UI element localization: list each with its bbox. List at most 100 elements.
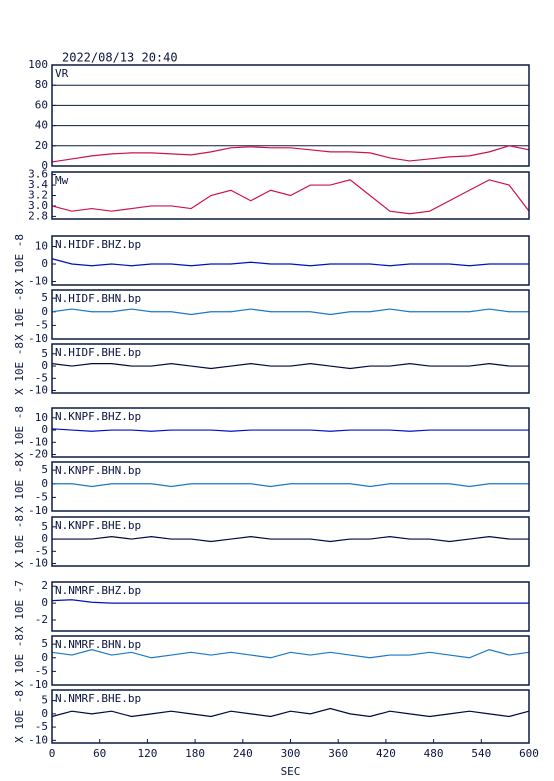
y-tick-label: 0 <box>41 651 48 664</box>
y-tick-label: 0 <box>41 159 48 172</box>
y-tick-label: 3.4 <box>28 178 48 191</box>
y-tick-label: 20 <box>35 139 48 152</box>
y-tick-label: 0 <box>41 477 48 490</box>
y-axis-label: X 10E -8 <box>13 234 26 287</box>
y-tick-label: -10 <box>28 332 48 345</box>
panel-label: N.NMRF.BHE.bp <box>55 692 141 705</box>
y-tick-label: 40 <box>35 119 48 132</box>
y-tick-label: 60 <box>35 98 48 111</box>
y-tick-label: 5 <box>41 694 48 707</box>
y-tick-label: 3.0 <box>28 199 48 212</box>
y-tick-label: 3.6 <box>28 168 48 181</box>
panel-label: N.NMRF.BHN.bp <box>55 638 141 651</box>
waveform-line <box>51 428 529 432</box>
waveform-line <box>51 179 530 215</box>
x-tick-label: 60 <box>93 747 106 760</box>
x-tick-label: 360 <box>328 747 348 760</box>
x-tick-label: 480 <box>424 747 444 760</box>
y-axis-label: X 10E -8 <box>13 690 26 743</box>
y-tick-label: -2 <box>35 613 48 626</box>
waveform-line <box>51 308 529 316</box>
chart-title: 2022/08/13 20:40 <box>62 51 178 65</box>
y-axis-label: X 10E -8 <box>13 288 26 341</box>
panel-frame <box>51 581 530 632</box>
y-axis-label: X 10E -8 <box>13 634 26 687</box>
y-tick-label: -10 <box>28 678 48 691</box>
x-axis-label: SEC <box>281 765 301 778</box>
panel-frame <box>51 635 530 686</box>
y-tick-label: 2.8 <box>28 209 48 222</box>
waveform-line <box>51 362 529 370</box>
panel-label: VR <box>55 67 69 80</box>
y-tick-label: -20 <box>28 448 48 461</box>
y-tick-label: -5 <box>35 490 48 503</box>
y-tick-label: -5 <box>35 544 48 557</box>
y-tick-label: 3.2 <box>28 189 48 202</box>
y-tick-label: 0 <box>41 532 48 545</box>
y-tick-label: -10 <box>28 504 48 517</box>
waveform-line <box>51 599 529 604</box>
x-tick-label: 120 <box>137 747 157 760</box>
y-tick-label: 0 <box>41 359 48 372</box>
panel-label: N.HIDF.BHN.bp <box>55 292 141 305</box>
x-tick-label: 540 <box>471 747 491 760</box>
y-tick-label: 2 <box>41 579 48 592</box>
y-axis-label: X 10E -7 <box>13 580 26 633</box>
y-tick-label: 0 <box>41 305 48 318</box>
panel-frame <box>51 461 530 512</box>
panel-frame <box>51 289 530 340</box>
y-tick-label: 100 <box>28 58 48 71</box>
y-tick-label: 5 <box>41 520 48 533</box>
waveform-line <box>51 707 530 718</box>
panel-label: N.KNPF.BHE.bp <box>55 519 141 532</box>
panel-label: N.KNPF.BHN.bp <box>55 464 141 477</box>
y-axis-label: X 10E -8 <box>13 460 26 513</box>
x-tick-label: 240 <box>233 747 253 760</box>
panel-frame <box>51 516 530 567</box>
y-tick-label: -5 <box>35 664 48 677</box>
waveform-line <box>51 145 530 163</box>
y-tick-label: -5 <box>35 318 48 331</box>
y-tick-label: 10 <box>35 240 48 253</box>
waveform-line <box>52 535 529 543</box>
waveform-line <box>51 648 530 659</box>
y-tick-label: 0 <box>41 257 48 270</box>
y-tick-label: -10 <box>28 275 48 288</box>
y-tick-label: 5 <box>41 463 48 476</box>
y-tick-label: -10 <box>28 384 48 397</box>
y-tick-label: -10 <box>28 435 48 448</box>
x-tick-label: 180 <box>185 747 205 760</box>
x-tick-label: 600 <box>519 747 539 760</box>
y-axis-label: X 10E -8 <box>13 342 26 395</box>
panel-frame <box>51 171 530 220</box>
panel-label: N.NMRF.BHZ.bp <box>55 584 141 597</box>
y-tick-label: 0 <box>41 423 48 436</box>
y-axis-label: X 10E -8 <box>13 406 26 459</box>
y-tick-label: -10 <box>28 557 48 570</box>
y-tick-label: 5 <box>41 637 48 650</box>
x-tick-label: 0 <box>49 747 56 760</box>
panel-label: N.HIDF.BHE.bp <box>55 346 141 359</box>
y-tick-label: 10 <box>35 411 48 424</box>
y-tick-label: 5 <box>41 347 48 360</box>
y-tick-label: 5 <box>41 291 48 304</box>
y-tick-label: -10 <box>28 733 48 746</box>
y-axis-label: X 10E -8 <box>13 515 26 568</box>
panel-label: N.HIDF.BHZ.bp <box>55 238 141 251</box>
y-tick-label: -5 <box>35 720 48 733</box>
panel-frame <box>51 64 530 167</box>
y-tick-label: 0 <box>41 707 48 720</box>
panel-frame <box>51 343 530 394</box>
waveform-line <box>51 258 529 267</box>
panel-frame <box>51 235 530 286</box>
y-tick-label: 80 <box>35 78 48 91</box>
y-tick-label: 0 <box>41 596 48 609</box>
y-tick-label: -5 <box>35 371 48 384</box>
waveform-line <box>52 483 529 488</box>
x-tick-label: 420 <box>376 747 396 760</box>
panel-frame <box>51 407 530 458</box>
panel-label: Mw <box>55 174 69 187</box>
x-tick-label: 300 <box>281 747 301 760</box>
